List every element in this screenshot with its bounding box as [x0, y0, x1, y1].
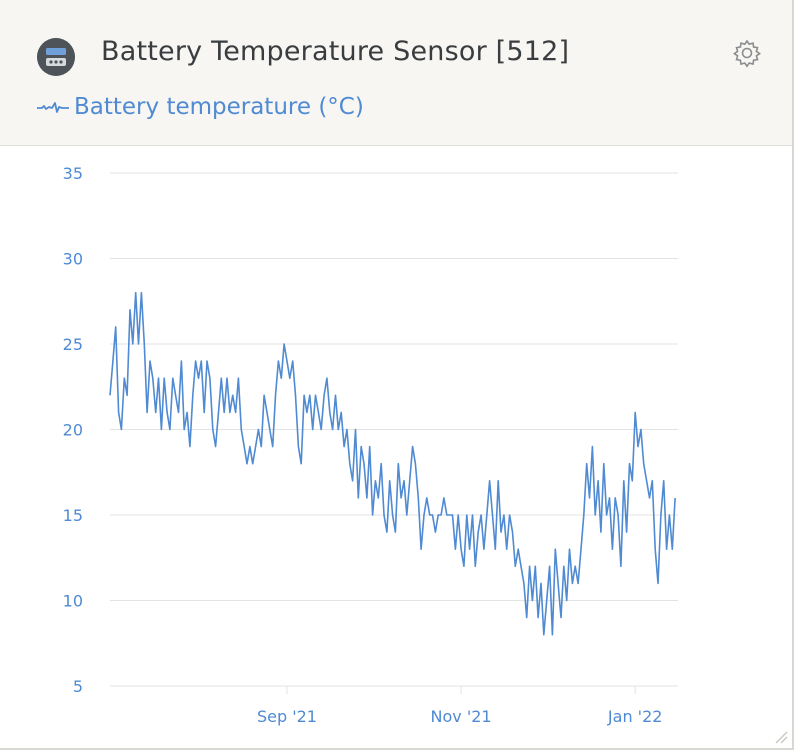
gear-icon[interactable]	[731, 37, 763, 69]
y-tick-label: 20	[63, 421, 83, 440]
battery-sensor-icon	[37, 38, 75, 76]
y-tick-label: 5	[73, 677, 83, 696]
y-tick-label: 35	[63, 164, 83, 183]
y-tick-label: 10	[63, 592, 83, 611]
resize-grip-icon[interactable]	[772, 728, 788, 744]
y-tick-label: 30	[63, 250, 83, 269]
temperature-series-line	[109, 291, 676, 636]
x-tick-label: Sep '21	[257, 707, 317, 726]
metric-label: Battery temperature (°C)	[74, 94, 364, 120]
card-header: Battery Temperature Sensor [512] Battery…	[0, 0, 792, 146]
y-tick-label: 15	[63, 506, 83, 525]
sparkline-icon	[37, 102, 69, 113]
y-tick-label: 25	[63, 335, 83, 354]
temperature-chart: 5 10 15 20 25 30 35 Sep '21 Nov '21 Jan '22	[63, 164, 678, 726]
x-tick-label: Jan '22	[607, 707, 663, 726]
metric-selector[interactable]: Battery temperature (°C)	[36, 94, 364, 120]
x-tick-label: Nov '21	[431, 707, 492, 726]
page-title: Battery Temperature Sensor [512]	[101, 36, 570, 67]
